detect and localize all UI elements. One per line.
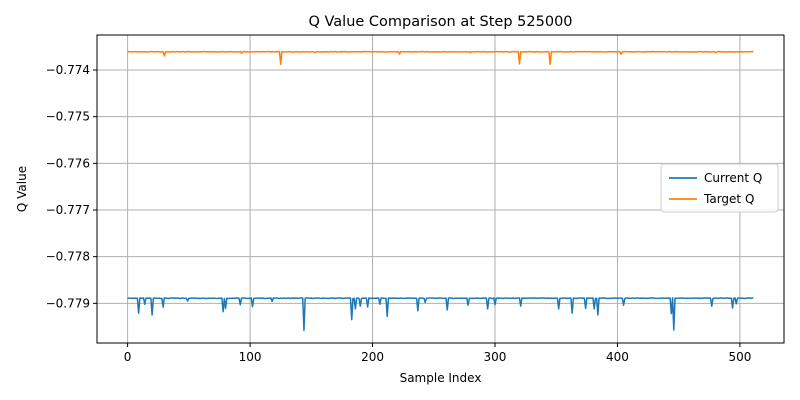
y-tick-label: −0.778 bbox=[46, 250, 90, 264]
x-tick-label: 200 bbox=[361, 350, 384, 364]
x-tick-label: 400 bbox=[606, 350, 629, 364]
y-tick-label: −0.775 bbox=[46, 110, 90, 124]
x-tick-label: 100 bbox=[239, 350, 262, 364]
y-axis-label: Q Value bbox=[15, 166, 29, 212]
legend-label: Target Q bbox=[703, 192, 754, 206]
x-axis-label: Sample Index bbox=[400, 371, 482, 385]
legend-label: Current Q bbox=[704, 171, 762, 185]
x-axis: 0 100 200 300 400 500 bbox=[124, 343, 751, 364]
legend: Current Q Target Q bbox=[660, 163, 779, 213]
y-axis: −0.774 −0.775 −0.776 −0.777 −0.778 −0.779 bbox=[46, 63, 97, 310]
x-tick-label: 500 bbox=[728, 350, 751, 364]
x-tick-label: 0 bbox=[124, 350, 132, 364]
y-tick-label: −0.776 bbox=[46, 156, 90, 170]
y-tick-label: −0.774 bbox=[46, 63, 90, 77]
series-layer bbox=[127, 50, 754, 332]
legend-box bbox=[660, 163, 779, 213]
plot-frame bbox=[96, 34, 785, 344]
y-tick-label: −0.779 bbox=[46, 296, 90, 310]
chart-title: Q Value Comparison at Step 525000 bbox=[308, 14, 572, 30]
series-line-1 bbox=[127, 50, 754, 66]
series-line-0 bbox=[127, 297, 754, 332]
y-tick-label: −0.777 bbox=[46, 203, 90, 217]
x-tick-label: 300 bbox=[484, 350, 507, 364]
